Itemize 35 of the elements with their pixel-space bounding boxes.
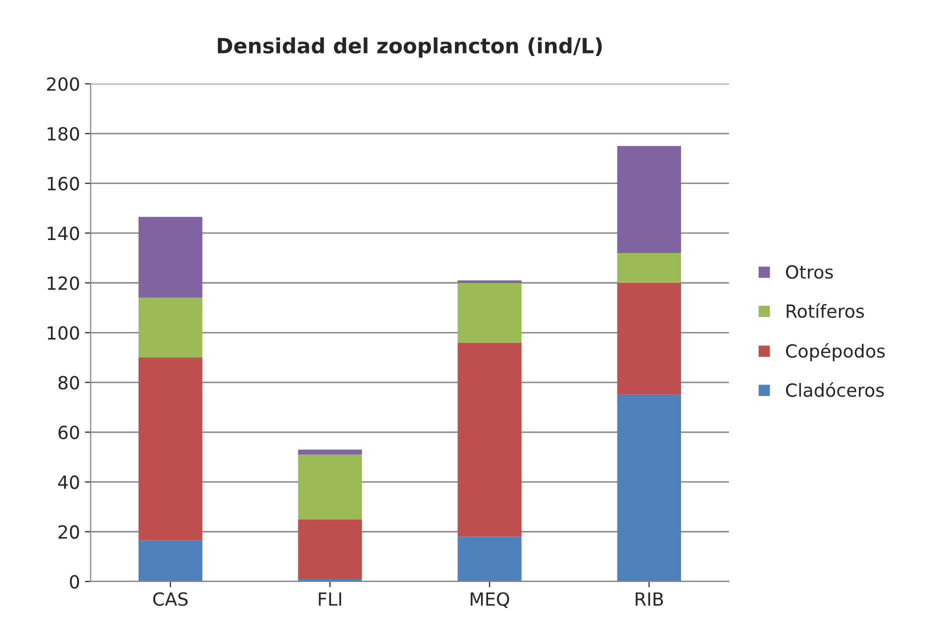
y-tick-label: 140 bbox=[48, 226, 80, 240]
y-tick-label: 20 bbox=[58, 525, 80, 539]
bar bbox=[138, 358, 202, 540]
bar bbox=[298, 450, 362, 455]
legend-label: Otros bbox=[786, 265, 833, 279]
bar bbox=[138, 216, 202, 298]
bar bbox=[458, 342, 522, 537]
x-tick-label: CAS bbox=[153, 592, 188, 606]
y-tick-label: 60 bbox=[58, 426, 80, 440]
y-tick-label: 120 bbox=[48, 276, 80, 290]
x-tick-label: MEQ bbox=[470, 592, 510, 608]
bar bbox=[138, 540, 202, 582]
bar bbox=[458, 282, 522, 343]
y-tick-label: 80 bbox=[58, 376, 80, 390]
y-tick-label: 40 bbox=[58, 475, 80, 490]
bar bbox=[138, 298, 202, 358]
chart-title: Densidad del zooplancton (ind/L) bbox=[218, 37, 602, 58]
y-tick-label: 160 bbox=[48, 176, 80, 190]
bar bbox=[617, 394, 682, 582]
bar bbox=[617, 146, 682, 254]
y-tick-label: 200 bbox=[47, 77, 80, 91]
bar bbox=[617, 282, 682, 395]
y-tick-label: 100 bbox=[48, 326, 80, 340]
bar bbox=[298, 454, 362, 520]
y-tick-label: 0 bbox=[70, 574, 80, 589]
y-tick-label: 180 bbox=[48, 127, 80, 141]
bar bbox=[458, 536, 522, 582]
x-tick-label: FLI bbox=[318, 592, 342, 606]
bar bbox=[298, 519, 362, 579]
legend-label: Rotíferos bbox=[786, 303, 864, 318]
legend-label: Copépodos bbox=[786, 343, 885, 362]
legend-label: Cladóceros bbox=[786, 382, 884, 397]
bar bbox=[458, 280, 522, 283]
bar bbox=[617, 253, 682, 283]
x-tick-label: RIB bbox=[636, 592, 663, 606]
